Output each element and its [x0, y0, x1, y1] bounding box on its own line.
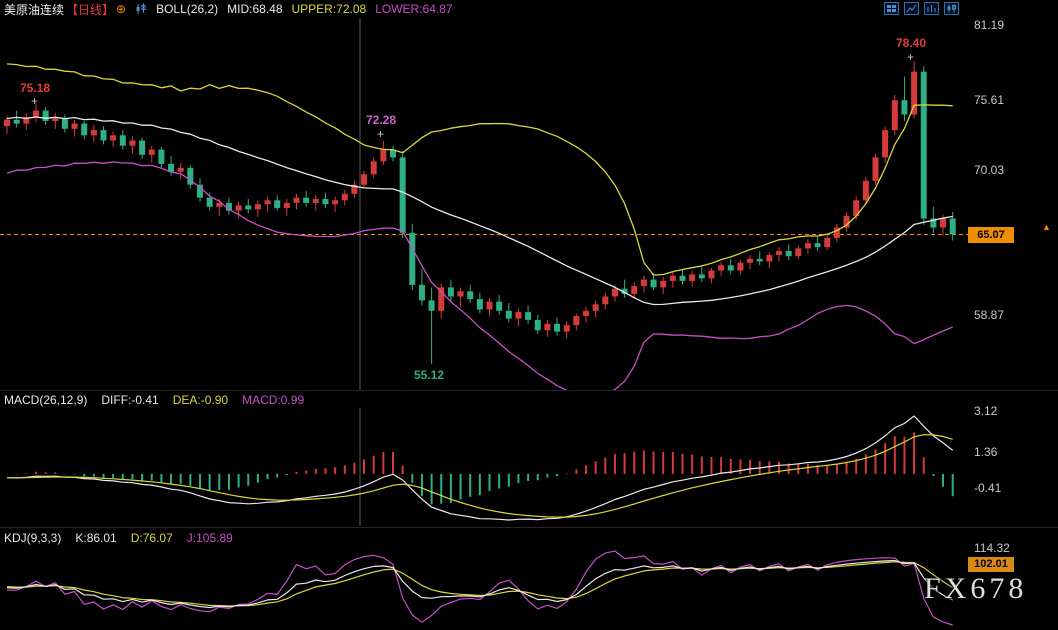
last-price-tag: 65.07	[968, 227, 1014, 243]
price-annotation: 75.18	[20, 81, 51, 95]
extreme-marker-icon: +	[907, 50, 915, 64]
panel-divider	[0, 390, 1058, 391]
kdj-d-value: D:76.07	[130, 531, 173, 545]
main-price-chart[interactable]	[0, 18, 968, 390]
kdj-k-value: K:86.01	[75, 531, 117, 545]
kdj-chart[interactable]	[0, 546, 968, 630]
axis-tick-label: 70.03	[974, 163, 1005, 177]
extreme-marker-icon: +	[31, 94, 39, 108]
macd-value: MACD:0.99	[242, 393, 305, 407]
boll-upper-value: UPPER:72.08	[291, 2, 367, 16]
period-label[interactable]: 【日线】	[66, 2, 115, 17]
price-annotation: 55.12	[414, 368, 445, 382]
macd-header: MACD(26,12,9) DIFF:-0.41 DEA:-0.90 MACD:…	[4, 392, 304, 408]
axis-tick-label: 3.12	[974, 404, 998, 418]
symbol-name: 美原油连续	[4, 2, 65, 17]
kdj-axis-label: 114.32	[974, 541, 1010, 555]
macd-diff-value: DIFF:-0.41	[101, 393, 159, 407]
axis-tick-label: 1.36	[974, 445, 998, 459]
boll-lower-value: LOWER:64.87	[375, 2, 453, 16]
boll-label: BOLL(26,2)	[156, 2, 219, 16]
axis-arrow-icon[interactable]: ▲	[1042, 222, 1051, 232]
kdj-label: KDJ(9,3,3)	[4, 531, 62, 545]
kline-icon	[135, 3, 147, 15]
kdj-j-value: J:105.89	[186, 531, 233, 545]
kdj-header: KDJ(9,3,3) K:86.01 D:76.07 J:105.89	[4, 530, 233, 546]
axis-tick-label: 58.87	[974, 308, 1005, 322]
add-indicator-icon[interactable]: ⊕	[116, 2, 127, 16]
axis-tick-label: -0.41	[974, 481, 1002, 495]
watermark: FX678	[924, 572, 1028, 605]
axis-tick-label: 75.61	[974, 93, 1005, 107]
macd-chart[interactable]	[0, 408, 968, 526]
panel-divider	[0, 527, 1058, 528]
macd-dea-value: DEA:-0.90	[172, 393, 229, 407]
grid-layout-icon[interactable]	[884, 2, 899, 15]
chart-header: 美原油连续 【日线】 ⊕ BOLL(26,2) MID:68.48 UPPER:…	[0, 0, 453, 18]
candle-chart-icon[interactable]	[944, 2, 959, 15]
chart-toolbar	[884, 2, 959, 15]
macd-label: MACD(26,12,9)	[4, 393, 88, 407]
price-annotation: 78.40	[896, 36, 927, 50]
axis-tick-label: 81.19	[974, 18, 1005, 32]
extreme-marker-icon: +	[377, 127, 385, 141]
line-chart-icon[interactable]	[904, 2, 919, 15]
kdj-value-tag: 102.01	[968, 557, 1014, 572]
bar-chart-icon[interactable]	[924, 2, 939, 15]
boll-mid-value: MID:68.48	[227, 2, 283, 16]
price-annotation: 72.28	[366, 113, 397, 127]
